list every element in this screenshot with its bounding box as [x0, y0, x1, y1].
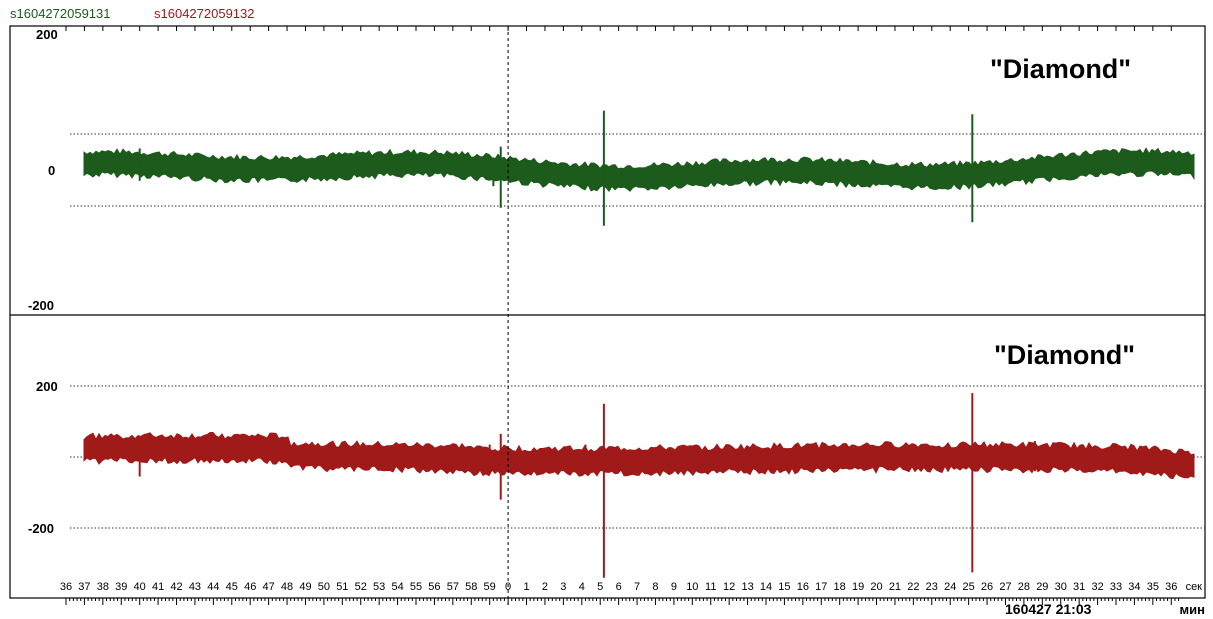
- x-tick-label: 32: [1091, 581, 1103, 593]
- x-tick-label: 45: [226, 581, 238, 593]
- x-tick-label: 31: [1073, 581, 1085, 593]
- x-tick-label: 27: [999, 581, 1011, 593]
- x-tick-label: 43: [189, 581, 201, 593]
- x-tick-label: 5: [597, 581, 603, 593]
- x-tick-label: 48: [281, 581, 293, 593]
- x-tick-label: 21: [889, 581, 901, 593]
- x-tick-label: 22: [907, 581, 919, 593]
- x-tick-label: 53: [373, 581, 385, 593]
- x-tick-label: 25: [963, 581, 975, 593]
- x-tick-label: 14: [760, 581, 772, 593]
- x-tick-label: 44: [207, 581, 219, 593]
- x-tick-label: 36: [1165, 581, 1177, 593]
- x-tick-label: 3: [560, 581, 566, 593]
- x-tick-label: 52: [355, 581, 367, 593]
- x-tick-label: 54: [391, 581, 403, 593]
- x-tick-label: 38: [97, 581, 109, 593]
- x-tick-label: 57: [447, 581, 459, 593]
- panel-2: 200 -200 "Diamond": [28, 340, 1205, 578]
- x-tick-label: 13: [741, 581, 753, 593]
- x-tick-label: 58: [465, 581, 477, 593]
- x-tick-label: 51: [336, 581, 348, 593]
- x-tick-label: 42: [170, 581, 182, 593]
- x-tick-label: 6: [616, 581, 622, 593]
- x-tick-label: 12: [723, 581, 735, 593]
- x-tick-label: 11: [705, 581, 716, 593]
- x-tick-label: 15: [778, 581, 790, 593]
- x-tick-label: 9: [671, 581, 677, 593]
- annotation-label: "Diamond": [990, 54, 1131, 84]
- legend-series-2: s1604272059132: [154, 6, 255, 21]
- legend-series-1: s1604272059131: [10, 6, 111, 21]
- y-tick-label: 0: [48, 163, 55, 178]
- x-tick-label: 47: [263, 581, 275, 593]
- signal-band: [83, 147, 1195, 193]
- x-tick-label: 59: [484, 581, 496, 593]
- x-tick-label: 16: [797, 581, 809, 593]
- x-tick-label: 29: [1036, 581, 1048, 593]
- x-tick-label: 36: [60, 581, 72, 593]
- annotation-label: "Diamond": [994, 340, 1135, 370]
- x-tick-label: 19: [852, 581, 864, 593]
- timestamp-label: 160427 21:03: [1005, 601, 1092, 617]
- x-tick-label: 17: [815, 581, 827, 593]
- x-tick-label: 2: [542, 581, 548, 593]
- x-tick-label: 20: [870, 581, 882, 593]
- x-tick-label: 55: [410, 581, 422, 593]
- x-tick-label: 34: [1128, 581, 1140, 593]
- y-tick-label: -200: [28, 521, 54, 536]
- x-tick-label: 46: [244, 581, 256, 593]
- x-tick-label: 39: [115, 581, 127, 593]
- x-minute-unit-label: мин: [1180, 602, 1205, 617]
- signal-band: [83, 432, 1195, 480]
- x-tick-label: 35: [1147, 581, 1159, 593]
- x-tick-label: 41: [152, 581, 164, 593]
- x-tick-label: 23: [926, 581, 938, 593]
- x-tick-label: 28: [1018, 581, 1030, 593]
- x-tick-label: 24: [944, 581, 956, 593]
- x-tick-label: 4: [579, 581, 585, 593]
- x-tick-label: 56: [428, 581, 440, 593]
- panel-1: 200 0 -200 "Diamond": [28, 27, 1205, 313]
- x-tick-label: 40: [134, 581, 146, 593]
- x-tick-label: 33: [1110, 581, 1122, 593]
- x-tick-label: 37: [78, 581, 90, 593]
- x-tick-label: 1: [523, 581, 529, 593]
- x-tick-label: 30: [1055, 581, 1067, 593]
- x-tick-label: 8: [652, 581, 658, 593]
- y-tick-label: -200: [28, 298, 54, 313]
- plot-frame: [9, 25, 1206, 599]
- x-tick-label: 10: [686, 581, 698, 593]
- x-tick-label: 7: [634, 581, 640, 593]
- x-tick-label: 49: [299, 581, 311, 593]
- y-tick-label: 200: [36, 379, 58, 394]
- x-unit-label: сек: [1186, 581, 1203, 593]
- x-tick-label: 26: [981, 581, 993, 593]
- x-tick-label: 18: [834, 581, 846, 593]
- y-tick-label: 200: [36, 27, 58, 42]
- x-tick-label: 0: [505, 581, 511, 593]
- x-tick-label: 50: [318, 581, 330, 593]
